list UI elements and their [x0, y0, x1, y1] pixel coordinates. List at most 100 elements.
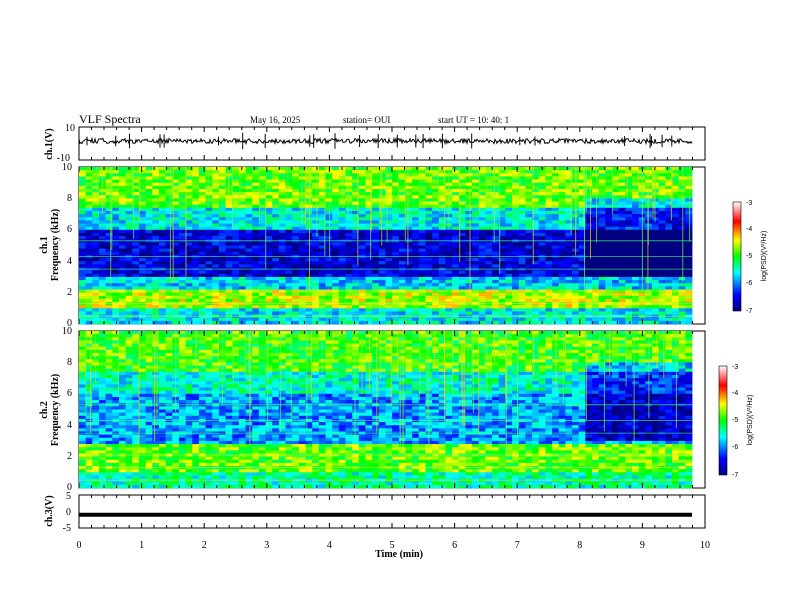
spectrogram-cell	[532, 264, 540, 268]
spectrogram-cell	[272, 214, 280, 218]
spectrogram-cell	[172, 214, 180, 218]
spectrogram-cell	[578, 270, 586, 275]
spectrogram-cell	[565, 245, 573, 250]
spectrogram-cell	[512, 245, 520, 250]
spectrogram-cell	[652, 258, 660, 262]
spectrogram-cell	[152, 251, 160, 256]
spectrogram-cell	[552, 195, 560, 199]
spectrogram-cell	[158, 251, 167, 256]
spectrogram-cell	[672, 192, 680, 196]
spectrogram-cell	[578, 245, 586, 250]
spectrogram-cell	[145, 217, 153, 221]
spectrogram-cell	[118, 220, 127, 224]
spectrogram-cell	[598, 270, 606, 275]
spectrogram-cell	[92, 440, 100, 445]
spectrogram-cell	[612, 264, 620, 268]
spectrogram-cell	[345, 220, 353, 224]
spectrogram-cell	[585, 276, 593, 281]
spectrogram-cell	[245, 258, 253, 262]
spectrogram-cell	[565, 179, 573, 184]
spectrogram-cell	[632, 173, 640, 177]
spectrogram-cell	[112, 229, 120, 234]
spectrogram-cell	[372, 192, 380, 196]
spectrogram-cell	[79, 179, 87, 184]
spectrogram-cell	[118, 273, 127, 278]
spectrogram-cell	[278, 173, 286, 177]
spectrogram-cell	[552, 242, 560, 246]
spectrogram-cell	[485, 295, 493, 300]
spectrogram-cell	[265, 226, 273, 231]
spectrogram-cell	[598, 179, 606, 184]
spectrogram-cell	[398, 242, 406, 246]
spectrogram-cell	[258, 210, 266, 215]
spectrogram-cell	[665, 248, 673, 253]
spectrogram-cell	[365, 320, 373, 325]
spectrogram-cell	[365, 317, 373, 322]
spectrogram-cell	[385, 229, 393, 234]
spectrogram-cell	[125, 248, 133, 253]
spectrogram-cell	[205, 251, 213, 256]
spectrogram-cell	[365, 204, 373, 209]
spectrogram-cell	[79, 447, 87, 451]
spectrogram-cell	[212, 295, 220, 300]
spectrogram-cell	[598, 242, 606, 246]
spectrogram-cell	[332, 207, 340, 212]
spectrogram-cell	[412, 226, 420, 231]
spectrogram-cell	[112, 220, 120, 224]
spectrogram-cell	[452, 245, 460, 250]
spectrogram-cell	[358, 207, 366, 212]
spectrogram-cell	[105, 214, 113, 218]
spectrogram-cell	[392, 245, 400, 250]
spectrogram-cell	[425, 204, 433, 209]
spectrogram-cell	[412, 229, 420, 234]
spectrogram-cell	[652, 210, 660, 215]
spectrogram-cell	[298, 273, 306, 278]
spectrogram-cell	[372, 214, 380, 218]
spectrogram-cell	[632, 273, 640, 278]
spectrogram-cell	[352, 292, 360, 297]
spectrogram-cell	[358, 292, 366, 297]
spectrogram-cell	[258, 229, 266, 234]
spectrogram-cell	[145, 311, 153, 315]
spectrogram-cell	[605, 217, 613, 221]
spectrogram-cell	[79, 425, 87, 429]
spectrogram-cell	[312, 311, 320, 315]
spectrogram-cell	[252, 226, 260, 231]
spectrogram-cell	[158, 170, 167, 174]
spectrogram-cell	[625, 264, 633, 268]
spectrogram-cell	[645, 264, 653, 268]
spectrogram-cell	[232, 280, 240, 284]
spectrogram-cell	[632, 220, 640, 224]
spectrogram-cell	[118, 248, 127, 253]
spectrogram-cell	[132, 298, 140, 303]
spectrogram-cell	[345, 270, 353, 275]
spectrogram-cell	[252, 188, 260, 193]
spectrogram-cell	[598, 264, 606, 268]
spectrogram-cell	[312, 229, 320, 234]
spectrogram-cell	[605, 185, 613, 190]
spectrogram-cell	[625, 251, 633, 256]
spectrogram-cell	[598, 305, 606, 309]
spectrogram-cell	[365, 283, 373, 287]
spectrogram-cell	[212, 217, 220, 221]
spectrogram-cell	[218, 292, 226, 297]
spectrogram-cell	[352, 214, 360, 218]
spectrogram-cell	[565, 273, 573, 278]
spectrogram-cell	[378, 295, 386, 300]
spectrogram-cell	[445, 317, 453, 322]
spectrogram-cell	[505, 283, 513, 287]
spectrogram-cell	[558, 229, 566, 234]
spectrogram-cell	[438, 270, 446, 275]
spectrogram-cell	[258, 201, 266, 206]
spectrogram-cell	[98, 261, 107, 265]
spectrogram-cell	[412, 214, 420, 218]
spectrogram-cell	[205, 248, 213, 253]
spectrogram-cell	[92, 170, 100, 174]
spectrogram-cell	[512, 182, 520, 187]
spectrogram-cell	[98, 425, 107, 429]
spectrogram-cell	[538, 173, 546, 177]
spectrogram-cell	[492, 173, 500, 177]
spectrogram-cell	[92, 450, 100, 454]
spectrogram-cell	[672, 251, 680, 256]
spectrogram-cell	[158, 236, 167, 240]
